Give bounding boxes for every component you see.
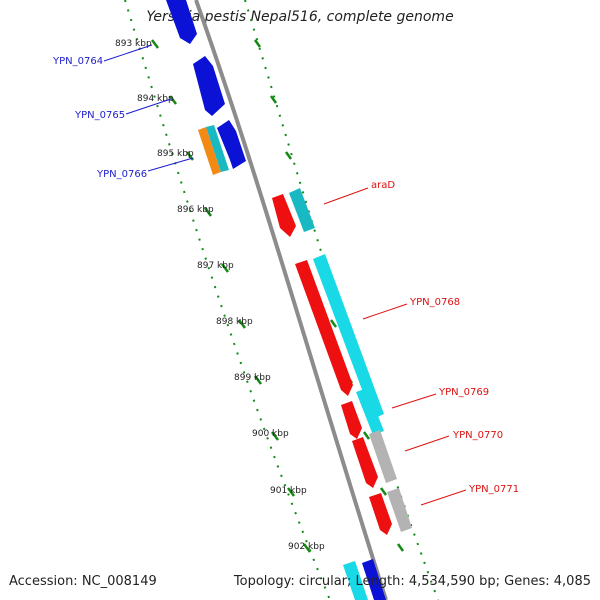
gene-label[interactable]: YPN_0764 [52, 56, 103, 67]
ruler-label: 897 kbp [197, 261, 234, 271]
gene-ypn-0763[interactable] [166, 0, 197, 44]
ruler-label: 900 kbp [252, 429, 289, 439]
gene-bottom-cyan[interactable] [343, 561, 368, 600]
gene-label[interactable]: YPN_0766 [96, 169, 147, 180]
ruler-label: 893 kbp [115, 39, 152, 49]
gene-label[interactable]: YPN_0771 [468, 484, 519, 495]
gene-ypn-0768[interactable] [295, 260, 353, 396]
gene-ypn-0766-orange[interactable] [198, 127, 221, 175]
genome-summary: Topology: circular; Length: 4,534,590 bp… [233, 574, 591, 589]
accession-text: Accession: NC_008149 [9, 574, 157, 589]
label-leader-lines [103, 44, 467, 506]
gene-ypn-0771[interactable] [369, 493, 392, 535]
gene-label[interactable]: YPN_0765 [74, 110, 125, 121]
ruler-label: 895 kbp [157, 149, 194, 159]
genome-backbone [194, 0, 388, 600]
ruler-label: 898 kbp [216, 317, 253, 327]
ruler-label: 902 kbp [288, 542, 325, 552]
reverse-genes [272, 188, 412, 600]
gene-label[interactable]: araD [371, 180, 395, 191]
gene-arad[interactable] [272, 194, 296, 237]
gene-ypn-0771-gray[interactable] [387, 488, 412, 532]
ruler-labels: 893 kbp 894 kbp 895 kbp 896 kbp 897 kbp … [115, 39, 325, 552]
ruler-label: 896 kbp [177, 205, 214, 215]
ruler-label: 901 kbp [270, 486, 307, 496]
gene-ypn-0770[interactable] [352, 437, 378, 488]
gene-ypn-0766-teal[interactable] [206, 125, 229, 172]
gene-label[interactable]: YPN_0770 [452, 430, 503, 441]
outer-tick-track [124, 0, 331, 600]
gene-ypn-0764[interactable] [193, 56, 225, 116]
gene-ypn-0768-cyan[interactable] [313, 254, 384, 419]
ruler-label: 899 kbp [234, 373, 271, 383]
gene-label[interactable]: YPN_0768 [409, 297, 460, 308]
gene-labels: YPN_0764 YPN_0765 YPN_0766 araD YPN_0768… [52, 56, 519, 495]
gene-ypn-0770-gray[interactable] [369, 430, 397, 483]
gene-arad-teal[interactable] [289, 188, 315, 232]
gene-bottom-blue[interactable] [362, 559, 386, 600]
gene-ypn-0765[interactable] [217, 120, 246, 169]
map-title: Yersinia pestis Nepal516, complete genom… [146, 9, 454, 25]
gene-label[interactable]: YPN_0769 [438, 387, 489, 398]
ruler-label: 894 kbp [137, 94, 174, 104]
gene-ypn-0769[interactable] [341, 401, 362, 439]
major-ticks-left [151, 39, 311, 553]
forward-genes [166, 0, 246, 175]
gene-ypn-0769-cyan[interactable] [356, 388, 384, 435]
